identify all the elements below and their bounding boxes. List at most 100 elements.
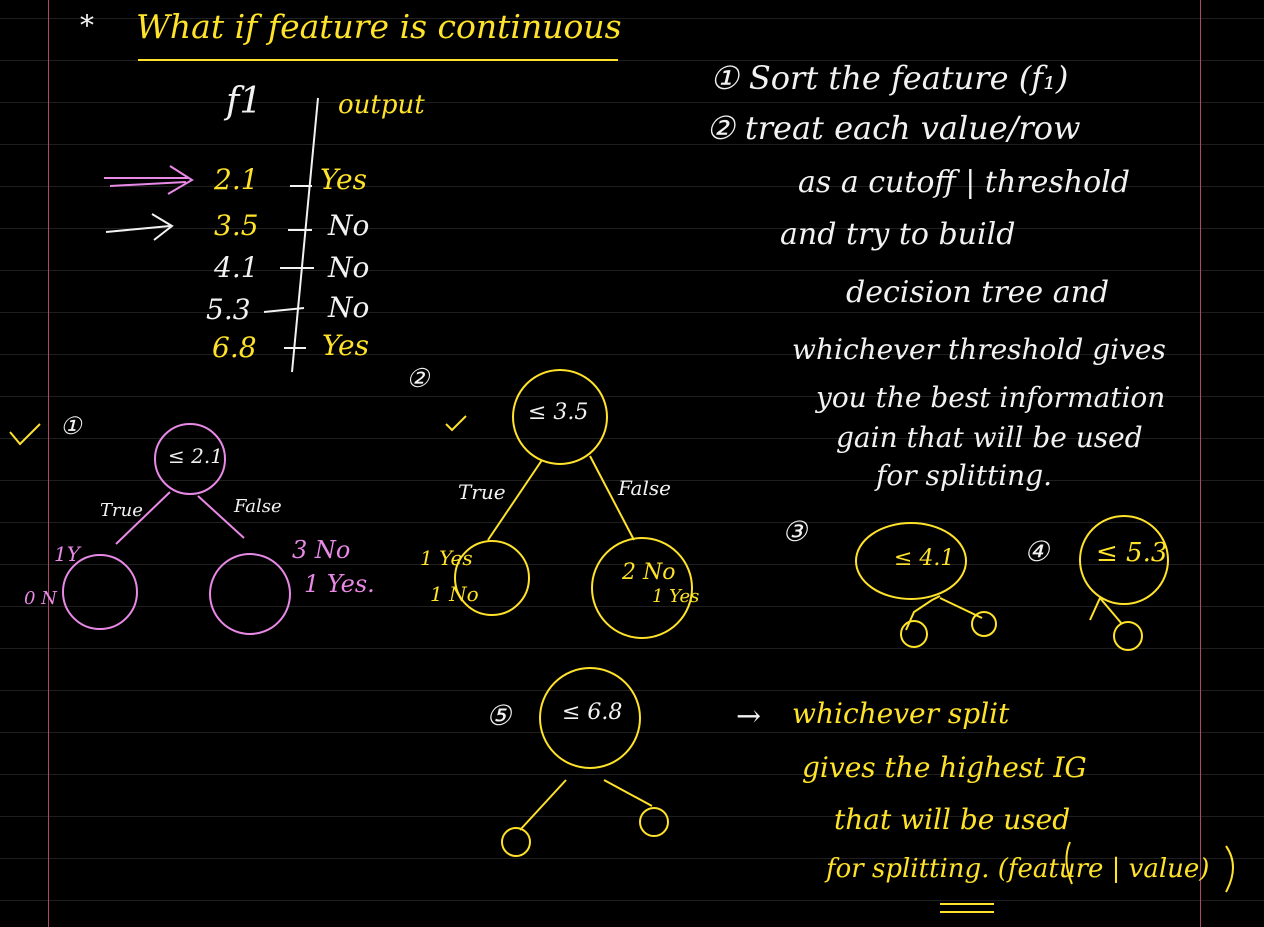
rule-line [0,60,1264,61]
rule-line [0,858,1264,859]
tree-1-false-label: False [234,496,282,517]
rule-line [0,102,1264,103]
tree-3-right-leaf [971,611,997,637]
rule-line [0,354,1264,355]
tree-5-root-node [539,667,641,769]
tree-4 [1079,515,1169,651]
step-2-line: gain that will be used [836,421,1143,454]
tree-1-true-label: True [100,500,143,521]
tree-3-root-label: ≤ 4.1 [894,546,955,571]
rule-line [0,18,1264,19]
rule-line [0,438,1264,439]
rule-line [0,228,1264,229]
tree-4-root-label: ≤ 5.3 [1096,538,1168,568]
tree-2-right-note: 2 No [622,560,676,585]
step-2-line: and try to build [780,217,1016,252]
rule-line [0,732,1264,733]
paren-icon [1065,841,1073,885]
table-row-value: 2.1 [214,163,259,196]
tree-2-true-label: True [458,480,506,504]
conclusion-line: that will be used [834,803,1071,836]
table-row-value: 5.3 [206,293,251,326]
tree-5-right-leaf [639,807,669,837]
pink-arrow-icon [104,165,194,195]
table-header-output: output [338,90,425,120]
step-2-line: decision tree and [846,275,1110,310]
heading-bullet: * [80,9,94,42]
conclusion-line: for splitting. (feature | value) [826,854,1210,884]
tree-2-left-leaf [454,540,530,616]
rule-line [0,522,1264,523]
table-row-output: Yes [322,329,369,362]
left-margin-line [48,0,49,927]
step-2-line: whichever threshold gives [792,333,1166,366]
white-arrow-icon [105,213,174,241]
table-row-output: No [328,251,370,284]
rule-line [0,270,1264,271]
rule-line [0,396,1264,397]
tree-1-left-leaf [62,554,138,630]
tree-1-left-note: 1Y [54,542,80,566]
tree-4-marker: ④ [1024,535,1050,568]
tree-5-root-label: ≤ 6.8 [562,700,623,725]
table-row-value: 6.8 [212,331,257,364]
tree-1-right-note: 3 No [292,536,351,564]
rule-line [0,480,1264,481]
rule-line [0,816,1264,817]
tree-4-right-leaf [1113,621,1143,651]
tree-1-root-node [154,423,226,495]
tree-3-root-node [855,522,967,600]
tree-3-marker: ③ [782,515,808,548]
tree-2-left-note: 1 Yes [420,546,473,570]
tree-2-false-label: False [618,476,671,500]
tree-4-root-node [1079,515,1169,605]
tree-2-right-note: 1 Yes [652,586,700,607]
tree-1-right-leaf [209,553,291,635]
conclusion-arrow-icon: → [736,699,762,734]
conclusion-line: gives the highest IG [802,751,1087,784]
step-1-text: ① Sort the feature (f₁) [710,59,1069,97]
tree-1-marker: ① [60,412,82,440]
conclusion-line: whichever split [792,697,1010,730]
table-tick [263,307,305,313]
table-row-output: No [328,209,370,242]
step-2-line: as a cutoff | threshold [798,165,1130,200]
right-margin-line [1200,0,1201,927]
table-row-output: No [328,291,370,324]
rule-line [0,900,1264,901]
page-heading: What if feature is continuous [136,7,622,46]
tree-5-left-leaf [501,827,531,857]
tree-2-root-node [512,369,608,465]
tree-5-marker: ⑤ [486,699,512,732]
table-header-feature: f1 [226,81,263,122]
rule-line [0,774,1264,775]
table-row-output: Yes [320,163,367,196]
tree-2-marker: ② [406,364,430,394]
rule-line [0,312,1264,313]
rule-line [0,648,1264,649]
tree-1-right-note: 1 Yes. [304,570,375,598]
tree-2-root-label: ≤ 3.5 [528,400,589,425]
check-icon [9,423,41,446]
step-2-text: ② treat each value/row [706,109,1081,147]
tree-2-right-leaf [591,537,693,639]
paren-icon [1225,845,1234,893]
rule-line [0,144,1264,145]
tree-1 [62,423,291,635]
check-icon [445,415,467,432]
splitting-underline [940,903,994,913]
table-divider [291,97,319,373]
tree-3 [855,522,997,648]
tree-5 [501,667,669,857]
step-2-line: you the best information [816,381,1166,414]
tree-2 [454,369,693,639]
tree-2-left-note: 1 No [430,582,479,606]
tree-3-left-leaf [900,620,928,648]
rule-line [0,606,1264,607]
tree-1-root-label: ≤ 2.1 [168,444,223,468]
rule-line [0,564,1264,565]
table-row-value: 4.1 [214,251,259,284]
step-2-line: for splitting. [876,459,1053,492]
table-row-value: 3.5 [214,209,259,242]
